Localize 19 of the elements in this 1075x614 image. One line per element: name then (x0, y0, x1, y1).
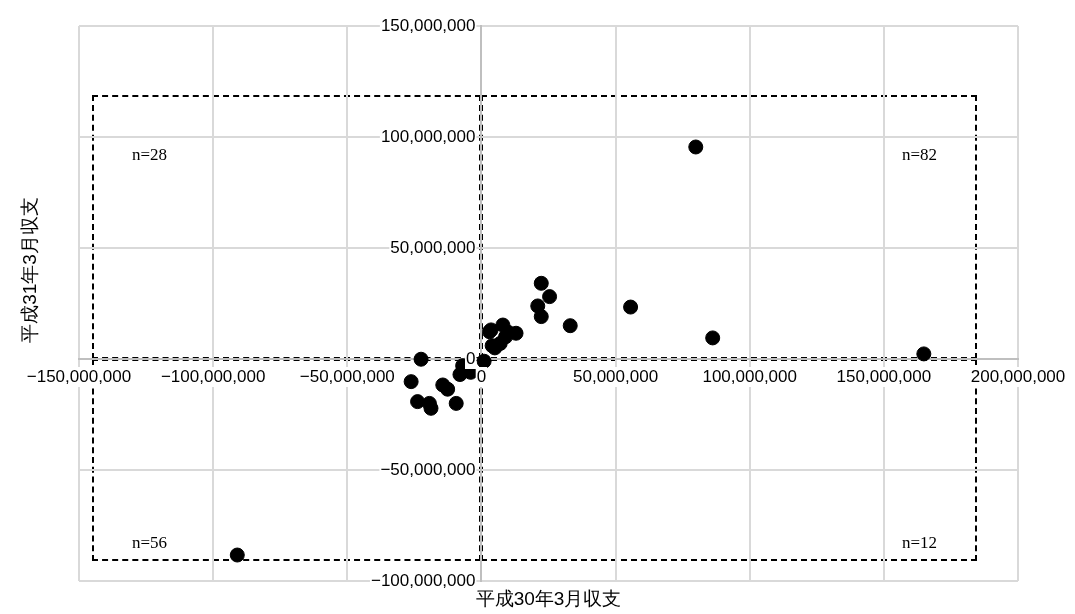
annotation: n=28 (132, 145, 168, 165)
y-tick-label: 0 (465, 348, 476, 368)
x-tick-label: −150,000,000 (26, 366, 132, 386)
x-tick-label: 200,000,000 (970, 366, 1066, 386)
annotation: n=56 (132, 533, 168, 553)
y-tick-label: 50,000,000 (390, 237, 476, 257)
x-tick-label: 50,000,000 (573, 366, 659, 386)
annotation: n=82 (901, 145, 937, 165)
x-tick-label: −100,000,000 (160, 366, 266, 386)
annotation: n=12 (901, 533, 937, 553)
x-tick-label: 100,000,000 (702, 366, 797, 386)
y-tick-label: 100,000,000 (380, 126, 476, 146)
y-tick-label: 150,000,000 (380, 15, 476, 35)
x-tick-label: −50,000,000 (299, 366, 395, 386)
y-axis-title: 平成31年3月収支 (18, 197, 41, 343)
x-axis-title: 平成30年3月収支 (475, 588, 622, 611)
y-tick-label: −50,000,000 (380, 459, 476, 479)
x-tick-label: 150,000,000 (836, 366, 932, 386)
y-tick-label: −100,000,000 (370, 570, 476, 590)
